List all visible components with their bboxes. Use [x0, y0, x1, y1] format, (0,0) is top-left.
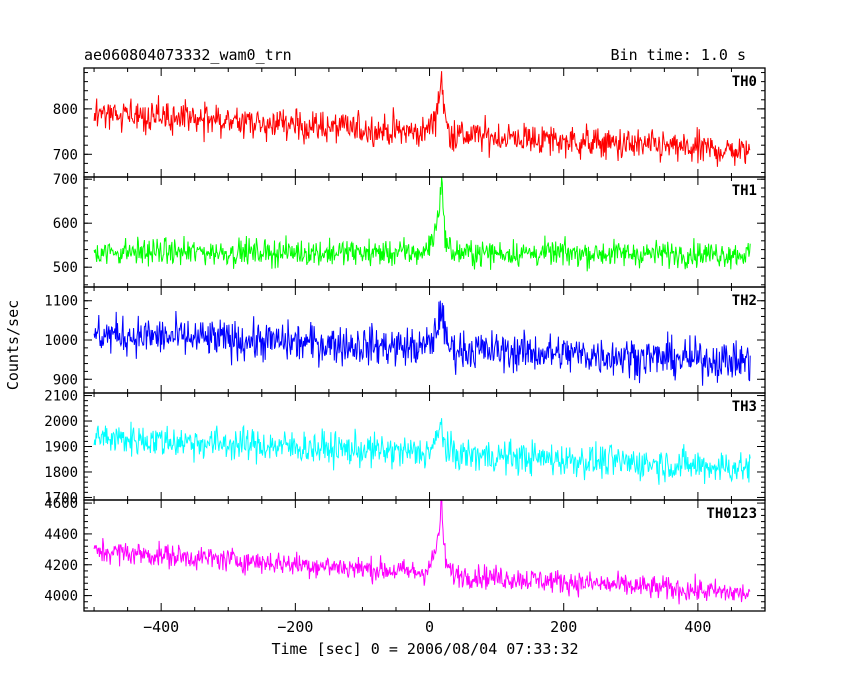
y-tick-label: 700	[53, 147, 78, 163]
panel-label-th2: TH2	[732, 293, 757, 309]
series-line-th0	[93, 71, 751, 167]
y-tick-label: 1100	[44, 294, 78, 310]
y-tick-label: 600	[53, 216, 78, 232]
y-tick-label: 4000	[44, 589, 78, 605]
x-tick-label: 400	[684, 618, 711, 636]
panel-frame-th0123	[83, 499, 766, 612]
y-tick-label: 1900	[44, 440, 78, 456]
x-tick-label: 200	[550, 618, 577, 636]
series-line-th0123	[93, 500, 751, 605]
y-tick-label: 800	[53, 102, 78, 118]
y-tick-label: 900	[53, 372, 78, 388]
panels-layer	[93, 71, 751, 605]
y-tick-label: 1800	[44, 465, 78, 481]
series-line-th3	[93, 418, 751, 485]
panel-frame-th0	[83, 67, 766, 178]
x-axis-label: Time [sec] 0 = 2006/08/04 07:33:32	[271, 640, 578, 658]
y-tick-label: 500	[53, 260, 78, 276]
frame-layer: 700 800 TH0 500 600 700 TH1 900 1000 1100 TH2 1700 1…	[44, 67, 766, 636]
y-tick-label: 4200	[44, 558, 78, 574]
x-tick-label: −200	[277, 618, 313, 636]
panel-label-th0: TH0	[732, 74, 757, 90]
panel-label-th3: TH3	[732, 399, 757, 415]
y-tick-label: 4400	[44, 527, 78, 543]
y-axis-label: Counts/sec	[4, 300, 22, 390]
y-tick-label: 4600	[44, 496, 78, 512]
panel-frame-th1	[83, 176, 766, 288]
series-line-th2	[93, 300, 751, 386]
panel-frame-th3	[83, 392, 766, 501]
y-tick-label: 2000	[44, 414, 78, 430]
panel-label-th1: TH1	[732, 183, 757, 199]
series-line-th1	[93, 177, 751, 272]
panel-label-th0123: TH0123	[706, 506, 757, 522]
y-tick-label: 2100	[44, 389, 78, 405]
y-tick-label: 700	[53, 172, 78, 188]
x-tick-label: −400	[143, 618, 179, 636]
bin-time-label: Bin time: 1.0 s	[611, 46, 746, 64]
y-tick-label: 1000	[44, 333, 78, 349]
x-tick-label: 0	[425, 618, 434, 636]
y-tick-label: 1700	[44, 490, 78, 506]
chart-title: ae060804073332_wam0_trn	[84, 46, 292, 64]
